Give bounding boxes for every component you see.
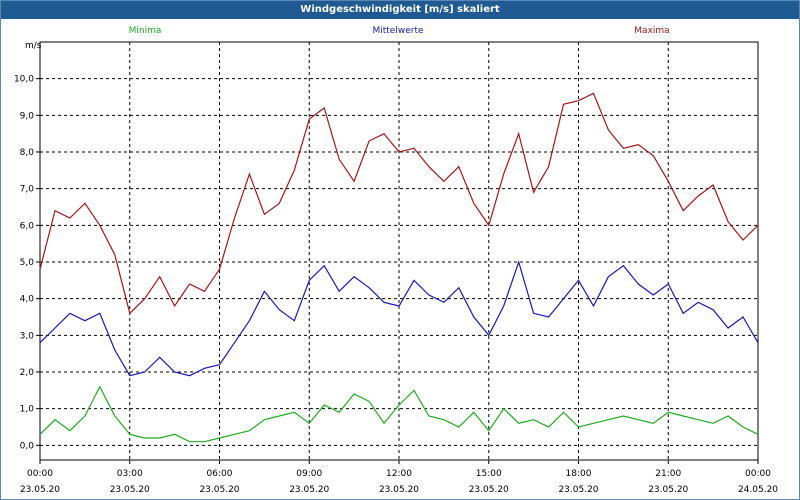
legend: Minima Mittelwerte Maxima: [129, 26, 670, 36]
y-tick-label: 9,0: [20, 111, 35, 121]
x-tick-time-label: 18:00: [566, 469, 592, 479]
series: [39, 92, 759, 443]
x-tick-date-label: 23.05.20: [199, 485, 239, 495]
y-tick-label: 7,0: [20, 185, 35, 195]
legend-label-maxima: Maxima: [634, 26, 669, 36]
x-tick-time-label: 00:00: [745, 469, 771, 479]
x-tick-time-label: 09:00: [296, 469, 322, 479]
y-tick-label: 0,0: [20, 441, 35, 451]
window-title: Windgeschwindigkeit [m/s] skaliert: [1, 1, 799, 19]
y-tick-label: 2,0: [20, 368, 35, 378]
y-tick-label: 5,0: [20, 258, 35, 268]
y-axis-unit-label: m/s: [25, 41, 42, 51]
x-tick-time-label: 12:00: [386, 469, 412, 479]
x-tick-time-label: 15:00: [476, 469, 502, 479]
y-tick-label: 4,0: [20, 295, 35, 305]
grid: [39, 41, 759, 461]
y-tick-label: 10,0: [14, 75, 34, 85]
axes: 0,0 1,0 2,0 3,0 4,0 5,0 6,0 7,0 8,0 9,0 10,0 00:00 2…: [14, 75, 778, 495]
x-tick-date-label: 23.05.20: [289, 485, 329, 495]
series-line-maxima: [39, 92, 759, 315]
x-tick-time-label: 21:00: [655, 469, 681, 479]
series-line-mittelwerte: [39, 260, 759, 377]
x-tick-time-label: 06:00: [207, 469, 233, 479]
x-tick-date-label: 23.05.20: [469, 485, 509, 495]
x-tick-date-label: 23.05.20: [110, 485, 150, 495]
series-line-minima: [39, 385, 759, 443]
y-tick-label: 3,0: [20, 331, 35, 341]
x-tick-time-label: 03:00: [117, 469, 143, 479]
y-tick-label: 1,0: [20, 405, 35, 415]
x-tick-date-label: 23.05.20: [648, 485, 688, 495]
legend-label-minima: Minima: [129, 26, 162, 36]
y-tick-label: 6,0: [20, 221, 35, 231]
x-tick-date-label: 23.05.20: [558, 485, 598, 495]
y-tick-label: 8,0: [20, 148, 35, 158]
x-tick-date-label: 24.05.20: [738, 485, 778, 495]
legend-label-mittelwerte: Mittelwerte: [372, 26, 423, 36]
x-tick-date-label: 23.05.20: [20, 485, 60, 495]
x-tick-time-label: 00:00: [27, 469, 53, 479]
x-tick-date-label: 23.05.20: [379, 485, 419, 495]
